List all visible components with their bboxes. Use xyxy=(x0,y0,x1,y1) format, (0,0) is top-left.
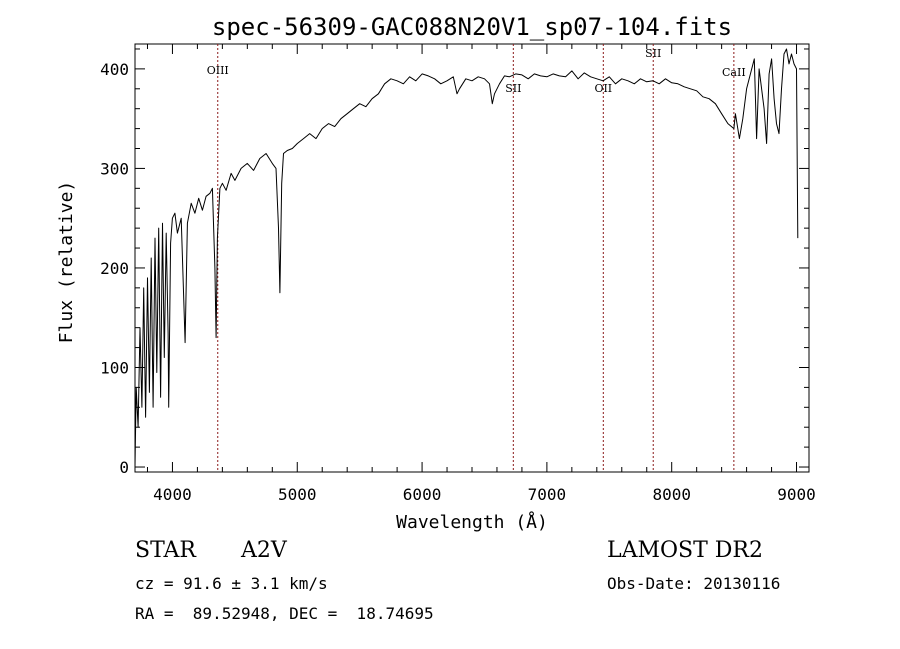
x-tick-label: 5000 xyxy=(278,485,317,504)
y-axis-label: Flux (relative) xyxy=(56,181,77,344)
redshift-value: cz = 91.6 ± 3.1 km/s xyxy=(135,574,328,593)
sky-coordinates: RA = 89.52948, DEC = 18.74695 xyxy=(135,604,434,623)
y-tick-label: 400 xyxy=(100,60,129,79)
y-axis-ticks: 0 100 200 300 400 xyxy=(100,48,809,477)
x-axis-label: Wavelength (Å) xyxy=(396,511,548,533)
emission-line-label: OIII xyxy=(207,64,229,77)
x-axis-ticks: 4000 5000 6000 7000 8000 9000 xyxy=(146,44,816,504)
y-tick-label: 300 xyxy=(100,159,129,178)
x-tick-label: 8000 xyxy=(652,485,691,504)
y-tick-label: 200 xyxy=(100,259,129,278)
x-tick-label: 7000 xyxy=(528,485,567,504)
plot-frame xyxy=(134,43,810,473)
object-type: STAR xyxy=(135,538,196,563)
observation-date: Obs-Date: 20130116 xyxy=(607,574,781,593)
spectrum-chart: spec-56309-GAC088N20V1_sp07-104.fits 400… xyxy=(56,13,816,533)
spectral-class: A2V xyxy=(241,538,287,563)
x-tick-label: 9000 xyxy=(777,485,816,504)
y-tick-label: 100 xyxy=(100,358,129,377)
y-tick-label: 0 xyxy=(119,458,129,477)
chart-title: spec-56309-GAC088N20V1_sp07-104.fits xyxy=(212,13,732,41)
x-tick-label: 4000 xyxy=(153,485,192,504)
x-tick-label: 6000 xyxy=(403,485,442,504)
emission-line-label: OII xyxy=(594,82,612,95)
emission-line-label: SII xyxy=(505,82,521,95)
emission-line-markers: OIII SII OII SII CaII xyxy=(207,44,746,472)
survey-name: LAMOST DR2 xyxy=(607,538,763,563)
spectrum-series-line xyxy=(134,48,799,468)
emission-line-label: CaII xyxy=(722,66,746,79)
emission-line-label: SII xyxy=(645,47,661,60)
